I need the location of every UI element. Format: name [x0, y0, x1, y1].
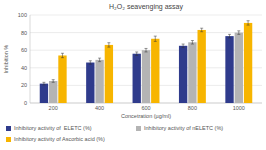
legend-label: Inhibitory activity of Ascorbic acid (%) — [14, 136, 105, 142]
error-bar — [135, 52, 138, 56]
y-axis — [30, 15, 31, 103]
legend-label: Inhibitory activity of nELETC (%) — [144, 125, 223, 131]
bar — [151, 39, 159, 103]
error-bar — [154, 36, 157, 41]
error-bar — [42, 82, 45, 85]
y-tick-label: 100 — [18, 12, 27, 18]
x-tick-label: 600 — [141, 105, 150, 111]
bar — [225, 36, 233, 103]
bar — [244, 23, 252, 103]
error-bar — [61, 53, 64, 57]
bar — [198, 30, 206, 103]
error-bar — [145, 48, 148, 52]
bar — [179, 46, 187, 103]
chart: H₂O₂ seavenging assay 0 20 40 60 80 100 Inhibit… — [0, 0, 266, 150]
grid-line — [30, 15, 262, 16]
error-bar — [89, 61, 92, 65]
error-bar — [191, 41, 194, 45]
bar — [105, 45, 113, 103]
bar — [142, 50, 150, 103]
bar — [49, 81, 57, 103]
title: H₂O₂ seavenging assay — [109, 3, 183, 11]
error-bar — [182, 44, 185, 48]
error-bar — [52, 80, 55, 83]
bar — [58, 55, 66, 103]
y-tick-label: 0 — [24, 100, 27, 106]
bar — [133, 54, 141, 103]
x-tick-label: 800 — [188, 105, 197, 111]
y-tick-label: 40 — [21, 65, 27, 71]
error-bar — [98, 58, 101, 62]
bar — [188, 42, 196, 103]
bar — [40, 84, 48, 103]
error-bar — [237, 31, 240, 35]
x-tick-label: 200 — [49, 105, 58, 111]
x-tick-label: 1000 — [233, 105, 245, 111]
y-tick-label: 20 — [21, 82, 27, 88]
legend-label: Inhibitory activity of ELETC (%) — [14, 125, 92, 131]
legend-swatch — [6, 137, 11, 142]
legend: Inhibitory activity of ELETC (%) Inhibito… — [6, 125, 223, 142]
legend-swatch — [6, 126, 11, 131]
y-tick-label: 60 — [21, 47, 27, 53]
bars — [40, 23, 253, 103]
y-axis-label: Inhibition % — [3, 45, 9, 74]
x-axis-label: Concetration (µg/ml) — [121, 113, 171, 119]
legend-swatch — [136, 126, 141, 131]
grid-line — [30, 32, 262, 33]
error-bar — [200, 28, 203, 32]
y-tick-label: 80 — [21, 30, 27, 36]
bar — [235, 33, 243, 103]
bar — [95, 60, 103, 103]
x-tick-label: 400 — [95, 105, 104, 111]
error-bar — [228, 34, 231, 38]
error-bar — [247, 21, 250, 25]
bar — [86, 63, 94, 103]
error-bar — [107, 43, 110, 47]
